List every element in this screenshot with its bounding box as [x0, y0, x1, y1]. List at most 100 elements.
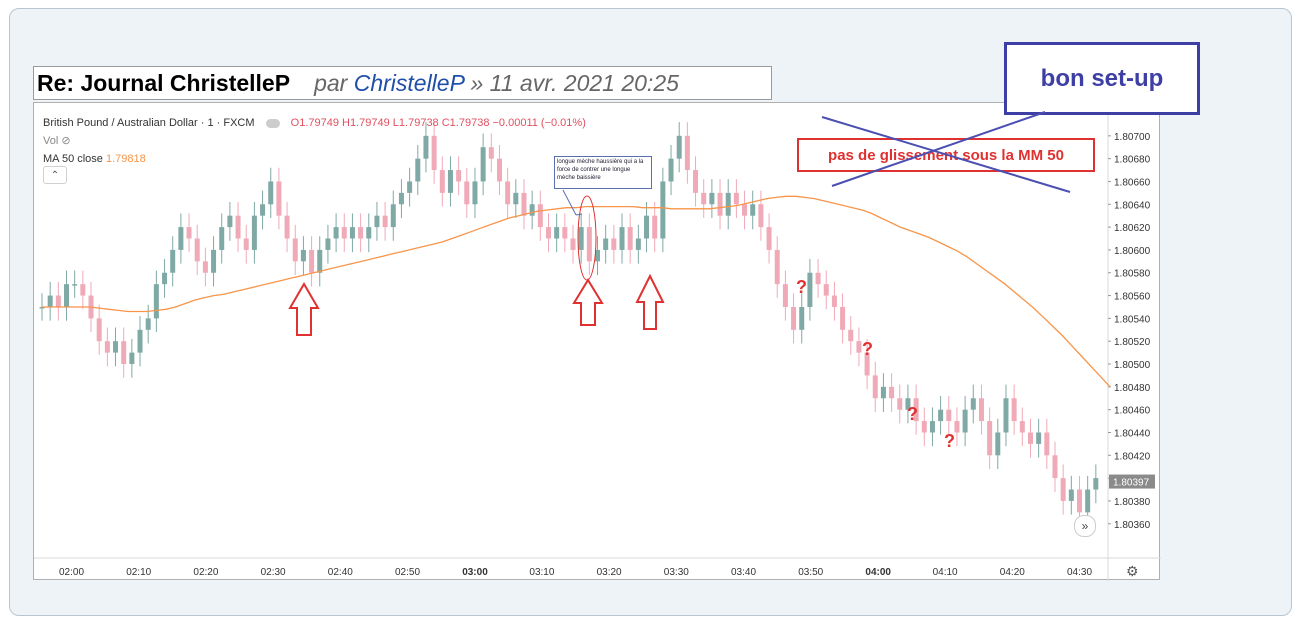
candle-body — [545, 227, 551, 239]
y-tick-label: 1.80640 — [1114, 200, 1151, 211]
legend-ma-label[interactable]: MA 50 close — [43, 153, 103, 165]
candle-body — [137, 329, 143, 353]
candle-body — [725, 192, 731, 216]
candle-body — [742, 204, 748, 216]
y-tick-label: 1.80680 — [1114, 155, 1151, 166]
collapse-legend-button[interactable]: ⌃ — [43, 166, 67, 184]
candle-body — [635, 238, 641, 250]
post-date: » 11 avr. 2021 20:25 — [470, 69, 679, 96]
candle-body — [374, 215, 380, 228]
y-tick-label: 1.80600 — [1114, 246, 1151, 257]
candle-body — [603, 238, 609, 250]
candle-body — [938, 409, 944, 422]
candle-body — [766, 227, 772, 250]
candle-body — [889, 386, 895, 399]
candle-body — [619, 227, 625, 250]
setup-label: bon set-up — [1004, 42, 1200, 115]
x-tick-label: 04:10 — [933, 567, 958, 578]
x-tick-label: 03:20 — [597, 567, 622, 578]
legend-hide-icon[interactable] — [265, 118, 280, 128]
candle-body — [480, 147, 486, 182]
y-tick-label: 1.80620 — [1114, 223, 1151, 234]
candle-body — [113, 341, 119, 353]
x-tick-label: 03:50 — [798, 567, 823, 578]
candle-body — [995, 432, 1001, 456]
post-author-link[interactable]: ChristelleP — [353, 69, 465, 96]
candle-body — [121, 341, 127, 365]
candle-body — [684, 135, 690, 171]
candle-body — [284, 215, 290, 239]
y-tick-label: 1.80440 — [1114, 428, 1151, 439]
y-tick-label: 1.80540 — [1114, 314, 1151, 325]
y-tick-label: 1.80700 — [1114, 132, 1151, 143]
scroll-to-latest-button[interactable]: » — [1074, 515, 1096, 537]
candle-body — [578, 227, 584, 250]
candle-body — [1085, 489, 1091, 513]
candle-body — [464, 181, 470, 205]
candle-body — [423, 135, 429, 159]
candle-body — [447, 170, 453, 193]
candle-body — [529, 204, 535, 216]
y-tick-label: 1.80500 — [1114, 360, 1151, 371]
y-tick-label: 1.80660 — [1114, 177, 1151, 188]
candle-body — [660, 181, 666, 239]
candle-body — [505, 181, 511, 205]
candle-body — [815, 272, 821, 285]
candle-body — [611, 238, 617, 250]
candle-body — [366, 227, 372, 239]
candle-body — [562, 227, 568, 239]
candle-body — [554, 227, 560, 239]
post-title[interactable]: Re: Journal ChristelleP — [37, 69, 291, 96]
candle-body — [227, 215, 233, 228]
y-tick-label: 1.80580 — [1114, 269, 1151, 280]
candle-body — [913, 398, 919, 422]
eye-hidden-icon[interactable]: ⊘ — [61, 135, 71, 147]
candle-body — [268, 181, 274, 205]
candle-body — [80, 284, 86, 296]
ma50-line — [42, 195, 1111, 388]
gear-icon[interactable]: ⚙ — [1126, 563, 1139, 579]
no-slip-note: pas de glissement sous la MM 50 — [797, 138, 1095, 172]
candle-body — [701, 192, 707, 205]
candle-body — [333, 227, 339, 239]
candle-body — [864, 352, 870, 376]
candle-body — [807, 272, 813, 307]
candle-body — [64, 284, 70, 307]
candle-body — [390, 204, 396, 228]
candle-body — [1052, 455, 1058, 479]
candle-body — [96, 318, 102, 342]
candle-body — [978, 398, 984, 422]
candle-body — [1093, 478, 1099, 490]
candle-body — [929, 421, 935, 433]
candle-body — [831, 295, 837, 307]
candle-body — [219, 227, 225, 250]
candle-body — [349, 227, 355, 239]
x-tick-label: 02:40 — [328, 567, 353, 578]
last-price-badge — [1109, 474, 1155, 489]
legend-vol[interactable]: Vol — [43, 135, 59, 147]
candle-body — [733, 192, 739, 205]
candle-body — [39, 306, 45, 309]
candle-body — [1019, 421, 1025, 433]
x-tick-label: 02:30 — [261, 567, 286, 578]
candlestick-chart: 1.803601.803801.804001.804201.804401.804… — [34, 103, 1161, 581]
legend-symbol[interactable]: British Pound / Australian Dollar · 1 · … — [43, 117, 255, 129]
legend-ma-value: 1.79818 — [105, 153, 146, 165]
candle-body — [693, 170, 699, 193]
candle-body — [1044, 432, 1050, 456]
candle-body — [897, 398, 903, 410]
candle-body — [276, 181, 282, 216]
candle-body — [300, 249, 306, 262]
candle-body — [570, 238, 576, 250]
x-tick-label: 02:50 — [395, 567, 420, 578]
candle-body — [325, 238, 331, 250]
candle-body — [970, 398, 976, 410]
candle-body — [823, 284, 829, 296]
last-price-label: 1.80397 — [1113, 478, 1150, 489]
y-tick-label: 1.80380 — [1114, 497, 1151, 508]
candle-body — [758, 204, 764, 228]
candle-body — [55, 295, 61, 307]
candle-body — [72, 284, 78, 286]
candle-body — [309, 249, 315, 273]
candle-body — [496, 158, 502, 182]
